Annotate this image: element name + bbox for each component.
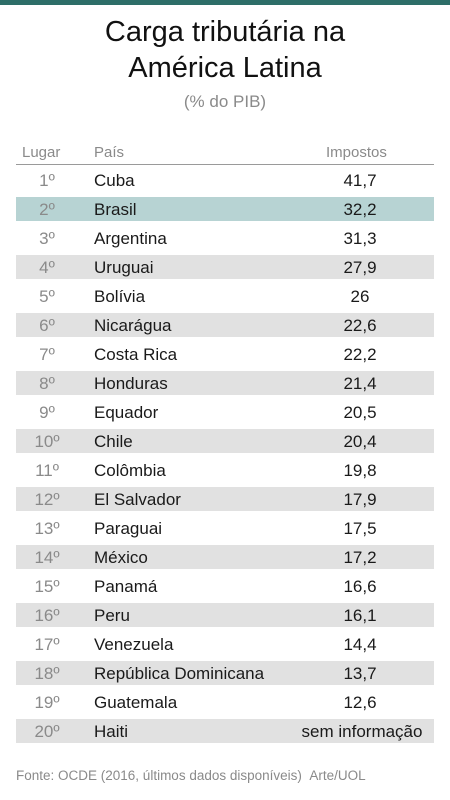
row-tax-value: sem informação [301,722,423,741]
table-row: 15º Panamá 16,6 [16,574,434,598]
row-tax-value: 20,4 [343,432,377,451]
row-rank: 14º [34,548,60,567]
chart-subtitle: (% do PIB) [183,92,267,111]
table-row: 19º Guatemala 12,6 [16,690,434,714]
row-country: Nicarágua [94,316,172,335]
row-country: Cuba [94,171,135,190]
row-rank: 19º [34,693,60,712]
source-note: Fonte: OCDE (2016, últimos dados disponí… [16,768,302,783]
row-rank: 18º [34,664,60,683]
row-country: Uruguai [94,258,154,277]
row-country: Honduras [94,374,168,393]
row-country: Costa Rica [94,345,178,364]
column-header-country: País [94,144,125,161]
row-rank: 7º [39,345,55,364]
row-country: Haiti [94,722,129,741]
row-tax-value: 13,7 [343,664,377,683]
row-country: Colômbia [94,461,166,480]
row-country: Venezuela [94,635,174,654]
row-tax-value: 31,3 [343,229,377,248]
row-rank: 5º [39,287,55,306]
table-row: 5º Bolívia 26 [16,284,434,308]
row-country: Argentina [94,229,167,248]
row-country: El Salvador [94,490,181,509]
row-tax-value: 12,6 [343,693,377,712]
row-country: Panamá [94,577,158,596]
table-row: 11º Colômbia 19,8 [16,458,434,482]
table-row: 8º Honduras 21,4 [16,371,434,395]
row-country: Bolívia [94,287,146,306]
row-tax-value: 17,9 [343,490,377,509]
row-tax-value: 21,4 [343,374,377,393]
row-rank: 12º [34,490,60,509]
row-tax-value: 20,5 [343,403,377,422]
table-row: 16º Peru 16,1 [16,603,434,627]
row-tax-value: 14,4 [343,635,377,654]
row-rank: 16º [34,606,60,625]
table-row: 9º Equador 20,5 [16,400,434,424]
chart-title: Carga tributária na América Latina [0,14,450,86]
row-rank: 9º [39,403,55,422]
row-country: Peru [94,606,130,625]
row-tax-value: 27,9 [343,258,377,277]
column-header-tax: Impostos [326,144,387,161]
row-rank: 6º [39,316,55,335]
title-line-1: Carga tributária na [104,16,346,48]
row-country: Chile [94,432,133,451]
row-tax-value: 17,2 [343,548,377,567]
row-rank: 13º [34,519,60,538]
row-rank: 10º [34,432,60,451]
row-tax-value: 19,8 [343,461,377,480]
table-body: 1º Cuba 41,7 2º Brasil 32,2 3º Argentina 31,3 4º U… [16,168,434,748]
table-row: 1º Cuba 41,7 [16,168,434,192]
table-row: 13º Paraguai 17,5 [16,516,434,540]
row-tax-value: 41,7 [343,171,377,190]
row-tax-value: 22,6 [343,316,377,335]
row-tax-value: 22,2 [343,345,377,364]
row-country: República Dominicana [94,664,265,683]
table-row: 2º Brasil 32,2 [16,197,434,221]
table-row: 18º República Dominicana 13,7 [16,661,434,685]
row-rank: 8º [39,374,55,393]
table-row: 14º México 17,2 [16,545,434,569]
table-row: 12º El Salvador 17,9 [16,487,434,511]
row-tax-value: 32,2 [343,200,377,219]
table-header: Lugar País Impostos [16,142,434,165]
row-rank: 2º [39,200,55,219]
row-country: Paraguai [94,519,163,538]
row-country: Equador [94,403,159,422]
table-row: 7º Costa Rica 22,2 [16,342,434,366]
table-row: 6º Nicarágua 22,6 [16,313,434,337]
table-row: 10º Chile 20,4 [16,429,434,453]
title-line-2: América Latina [128,52,322,84]
row-country: Brasil [94,200,137,219]
footer: Fonte: OCDE (2016, últimos dados disponí… [16,768,366,783]
top-accent-bar [0,0,450,5]
row-country: Guatemala [94,693,178,712]
table-row: 4º Uruguai 27,9 [16,255,434,279]
column-header-rank: Lugar [22,144,61,161]
row-tax-value: 26 [350,287,370,306]
row-rank: 4º [39,258,55,277]
table-row: 3º Argentina 31,3 [16,226,434,250]
row-country: México [94,548,148,567]
row-tax-value: 16,6 [343,577,377,596]
row-rank: 20º [34,722,60,741]
table-row: 20º Haiti sem informação [16,719,434,743]
row-tax-value: 17,5 [343,519,377,538]
row-rank: 1º [39,171,55,190]
row-tax-value: 16,1 [343,606,377,625]
row-rank: 15º [34,577,60,596]
row-rank: 11º [35,461,59,480]
credit-note: Arte/UOL [309,768,366,783]
table-row: 17º Venezuela 14,4 [16,632,434,656]
row-rank: 3º [39,229,55,248]
row-rank: 17º [34,635,60,654]
